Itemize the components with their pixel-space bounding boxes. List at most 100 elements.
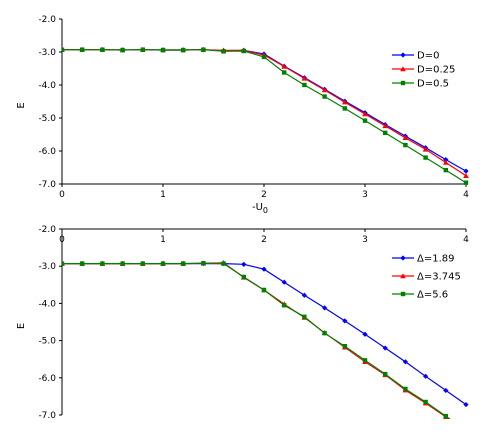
legend: Δ=1.89 Δ=3.745 Δ=5.6 (392, 254, 461, 301)
data-point (140, 47, 145, 52)
data-point (322, 305, 328, 311)
data-point (261, 266, 267, 272)
data-point (423, 373, 429, 379)
data-point (402, 135, 409, 141)
series-line (62, 49, 467, 184)
y-tick-label: -3.0 (38, 262, 56, 272)
data-point (463, 168, 469, 174)
y-tick-label: -5.0 (38, 337, 56, 347)
plot-area (62, 260, 469, 434)
series-3 (62, 47, 469, 185)
y-tick-label: -2.0 (38, 15, 56, 25)
data-point (241, 48, 246, 54)
data-point (302, 82, 307, 88)
data-point (362, 358, 368, 363)
data-point (241, 274, 246, 280)
legend-marker (400, 52, 406, 58)
data-point (261, 54, 267, 60)
y-tick-label: -4.0 (38, 81, 56, 91)
data-point (301, 292, 307, 298)
y-tick-label: -6.0 (38, 374, 56, 384)
legend-label: Δ=3.745 (417, 272, 461, 283)
series-1 (62, 260, 469, 408)
data-point (301, 75, 308, 81)
x-tick-label: 1 (160, 235, 166, 245)
data-point (422, 146, 429, 152)
chart-2: -2.0 -3.0 -4.0 -5.0 -6.0 -7.0 0 1 2 3 4 E Δ=1.89 Δ=3.… (16, 225, 469, 434)
data-point (443, 159, 449, 165)
data-point (181, 261, 186, 266)
x-tick-label: 2 (261, 235, 267, 245)
series-line (62, 263, 467, 406)
data-point (302, 314, 307, 319)
data-point (464, 429, 468, 433)
data-point (160, 47, 166, 53)
x-tick-label: 3 (362, 190, 368, 200)
data-point (362, 118, 368, 123)
y-axis-label: E (16, 323, 27, 329)
legend-marker (400, 273, 406, 279)
data-point (80, 261, 85, 266)
data-point (362, 111, 368, 117)
plot-area (62, 46, 469, 185)
series-2 (62, 46, 469, 178)
x-axis-label: -U0 (252, 202, 268, 215)
data-point (221, 49, 226, 54)
data-point (241, 261, 247, 267)
data-point (443, 387, 449, 394)
data-point (201, 47, 206, 52)
y-tick-label: -7.0 (38, 180, 56, 190)
y-tick-label: -5.0 (38, 114, 56, 124)
x-tick-label: 0 (59, 190, 65, 200)
legend: D=0 D=0.25 D=0.5 (392, 51, 455, 90)
data-point (120, 261, 125, 266)
legend-marker (400, 255, 406, 261)
x-tick-label: 4 (463, 190, 469, 200)
data-point (120, 47, 125, 53)
data-point (281, 279, 287, 285)
legend-label: Δ=5.6 (417, 290, 448, 301)
data-point (62, 47, 65, 52)
data-point (321, 87, 328, 93)
legend-label: D=0.5 (417, 79, 449, 90)
data-point (463, 172, 469, 178)
data-point (282, 303, 287, 308)
data-point (463, 180, 469, 185)
data-point (443, 156, 449, 163)
legend-marker (400, 80, 406, 86)
series-3 (62, 261, 468, 433)
data-point (342, 99, 348, 105)
data-point (282, 70, 287, 75)
chart-1: -2.0 -3.0 -4.0 -5.0 -6.0 -7.00 1 2 3 4 E -U0 D=0 D=0.… (16, 15, 469, 215)
data-point (322, 330, 327, 336)
x-tick-label: 0 (59, 235, 65, 245)
y-tick-label: -6.0 (38, 147, 56, 157)
data-point (62, 261, 65, 266)
data-point (80, 47, 85, 52)
data-point (342, 106, 347, 111)
data-point (403, 142, 408, 148)
data-point (261, 287, 267, 293)
legend-label: Δ=1.89 (417, 254, 455, 265)
data-point (160, 261, 166, 266)
y-tick-label: -2.0 (38, 225, 56, 235)
data-point (281, 63, 287, 69)
data-point (100, 47, 105, 52)
y-axis-label: E (16, 102, 27, 108)
data-point (463, 401, 469, 408)
x-tick-label: 3 (362, 235, 368, 245)
data-point (423, 399, 428, 405)
data-point (140, 261, 145, 266)
data-point (342, 318, 348, 324)
series-2 (62, 260, 469, 434)
data-point (221, 261, 226, 266)
data-point (463, 429, 469, 434)
legend-label: D=0 (417, 51, 439, 62)
data-point (100, 261, 105, 266)
x-tick-label: 1 (160, 190, 166, 200)
data-point (362, 331, 368, 337)
series-1 (62, 47, 469, 174)
data-point (423, 155, 428, 160)
data-point (402, 359, 408, 365)
